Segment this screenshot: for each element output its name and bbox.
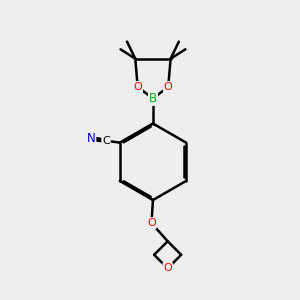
Text: O: O <box>163 263 172 273</box>
Text: B: B <box>149 92 157 105</box>
Text: O: O <box>133 82 142 92</box>
Text: N: N <box>87 132 95 145</box>
Text: C: C <box>102 136 110 146</box>
Text: O: O <box>147 218 156 228</box>
Text: O: O <box>164 82 172 92</box>
